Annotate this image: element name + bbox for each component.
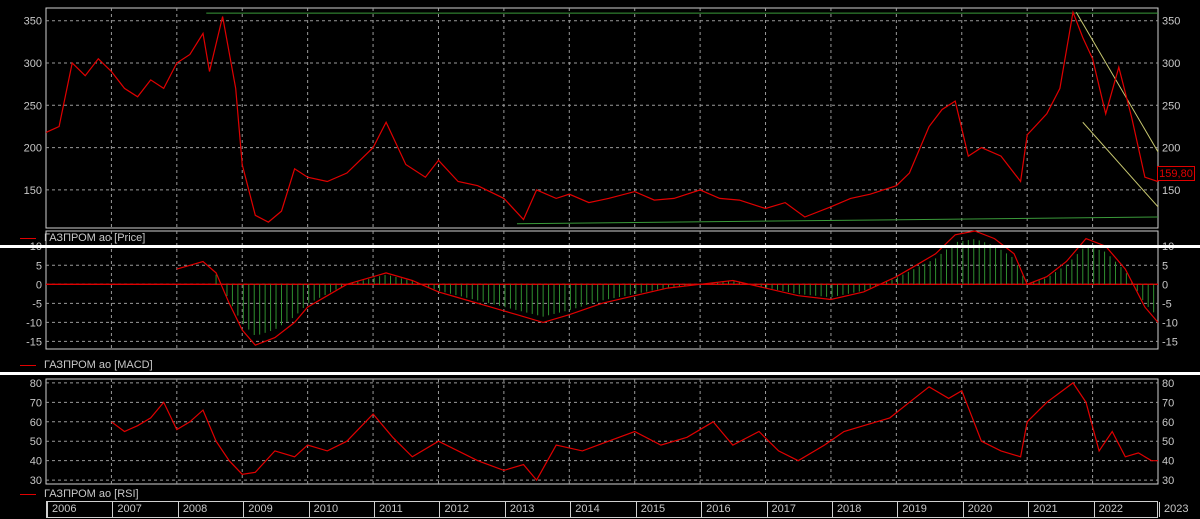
macd-ytick-left: -10: [26, 317, 42, 329]
price-ytick-left: 350: [24, 16, 42, 28]
macd-panel: 10105500-5-5-10-10-15-15: [26, 230, 1178, 350]
macd-ytick-right: -10: [1162, 317, 1178, 329]
macd-legend-label: ГАЗПРОМ ао [MACD]: [44, 359, 153, 371]
price-legend-label: ГАЗПРОМ ао [Price]: [44, 232, 146, 244]
macd-legend: ГАЗПРОМ ао [MACD]: [20, 358, 153, 372]
rsi-ytick-left: 40: [30, 456, 42, 468]
macd-frame: [45, 230, 1159, 350]
year-label: 2020: [962, 502, 992, 517]
macd-ytick-left: 5: [36, 260, 42, 272]
year-label: 2019: [897, 502, 927, 517]
price-ytick-right: 350: [1162, 16, 1180, 28]
rsi-ytick-right: 30: [1162, 475, 1174, 487]
rsi-frame: [45, 378, 1159, 485]
rsi-panel: 80 80 70 70 60 60 50 50 40 40 30 30: [30, 378, 1175, 487]
rsi-ytick-right: 80: [1162, 378, 1174, 390]
year-label: 2008: [177, 502, 207, 517]
panel-separator-1: [0, 245, 1200, 248]
rsi-ytick-right: 40: [1162, 456, 1174, 468]
price-ytick-right: 250: [1162, 100, 1180, 112]
price-support-line: [516, 216, 1159, 225]
price-frame: [45, 7, 1159, 229]
price-ytick-right: 200: [1162, 143, 1180, 155]
price-trend-upper: [1075, 11, 1159, 153]
rsi-ytick-left: 50: [30, 436, 42, 448]
price-legend: ГАЗПРОМ ао [Price]: [20, 231, 145, 245]
macd-series-line: [176, 230, 1159, 346]
rsi-legend-label: ГАЗПРОМ ао [RSI]: [44, 488, 139, 500]
year-label: 2012: [439, 502, 469, 517]
rsi-ytick-right: 50: [1162, 436, 1174, 448]
price-ytick-left: 300: [24, 58, 42, 70]
year-label: 2017: [766, 502, 796, 517]
last-price-tag: 159,80: [1157, 166, 1195, 181]
macd-ytick-right: 5: [1162, 260, 1168, 272]
price-ytick-left: 250: [24, 100, 42, 112]
year-label: 2016: [701, 502, 731, 517]
year-label: 2022: [1093, 502, 1123, 517]
rsi-ytick-right: 60: [1162, 417, 1174, 429]
year-label: 2013: [504, 502, 534, 517]
rsi-legend-swatch: [20, 493, 36, 495]
year-label: 2007: [112, 502, 142, 517]
rsi-ytick-right: 70: [1162, 397, 1174, 409]
macd-ytick-right: 0: [1162, 279, 1168, 291]
rsi-ytick-left: 70: [30, 397, 42, 409]
macd-ytick-left: -5: [32, 298, 42, 310]
rsi-ytick-left: 60: [30, 417, 42, 429]
year-label: 2018: [831, 502, 861, 517]
year-label: 2009: [243, 502, 273, 517]
year-label: 2023: [1159, 502, 1188, 517]
rsi-ytick-left: 80: [30, 378, 42, 390]
year-label: 2011: [374, 502, 403, 517]
macd-ytick-left: 0: [36, 279, 42, 291]
macd-ytick-left: -15: [26, 336, 42, 348]
year-label: 2010: [308, 502, 338, 517]
year-axis: 2006 2007 2008 2009 2010 2011 2012 2013 2014 2015…: [46, 501, 1188, 518]
rsi-ytick-left: 30: [30, 475, 42, 487]
panel-separator-2: [0, 372, 1200, 375]
price-trend-lower: [1082, 121, 1159, 208]
price-ytick-left: 150: [24, 185, 42, 197]
price-legend-swatch: [20, 237, 36, 239]
price-series-line: [45, 9, 1159, 223]
price-panel: 150 150 200 200 250 250 300 300 350 350: [24, 7, 1180, 229]
macd-ytick-right: -15: [1162, 336, 1178, 348]
year-label: 2014: [570, 502, 600, 517]
year-label: 2015: [635, 502, 665, 517]
year-label: 2006: [47, 502, 76, 517]
rsi-legend: ГАЗПРОМ ао [RSI]: [20, 487, 139, 501]
macd-ytick-right: -5: [1162, 298, 1172, 310]
macd-legend-swatch: [20, 364, 36, 366]
rsi-series-line: [111, 382, 1158, 482]
price-ytick-right: 150: [1162, 185, 1180, 197]
price-ytick-left: 200: [24, 143, 42, 155]
year-label: 2021: [1028, 502, 1058, 517]
price-ytick-right: 300: [1162, 58, 1180, 70]
